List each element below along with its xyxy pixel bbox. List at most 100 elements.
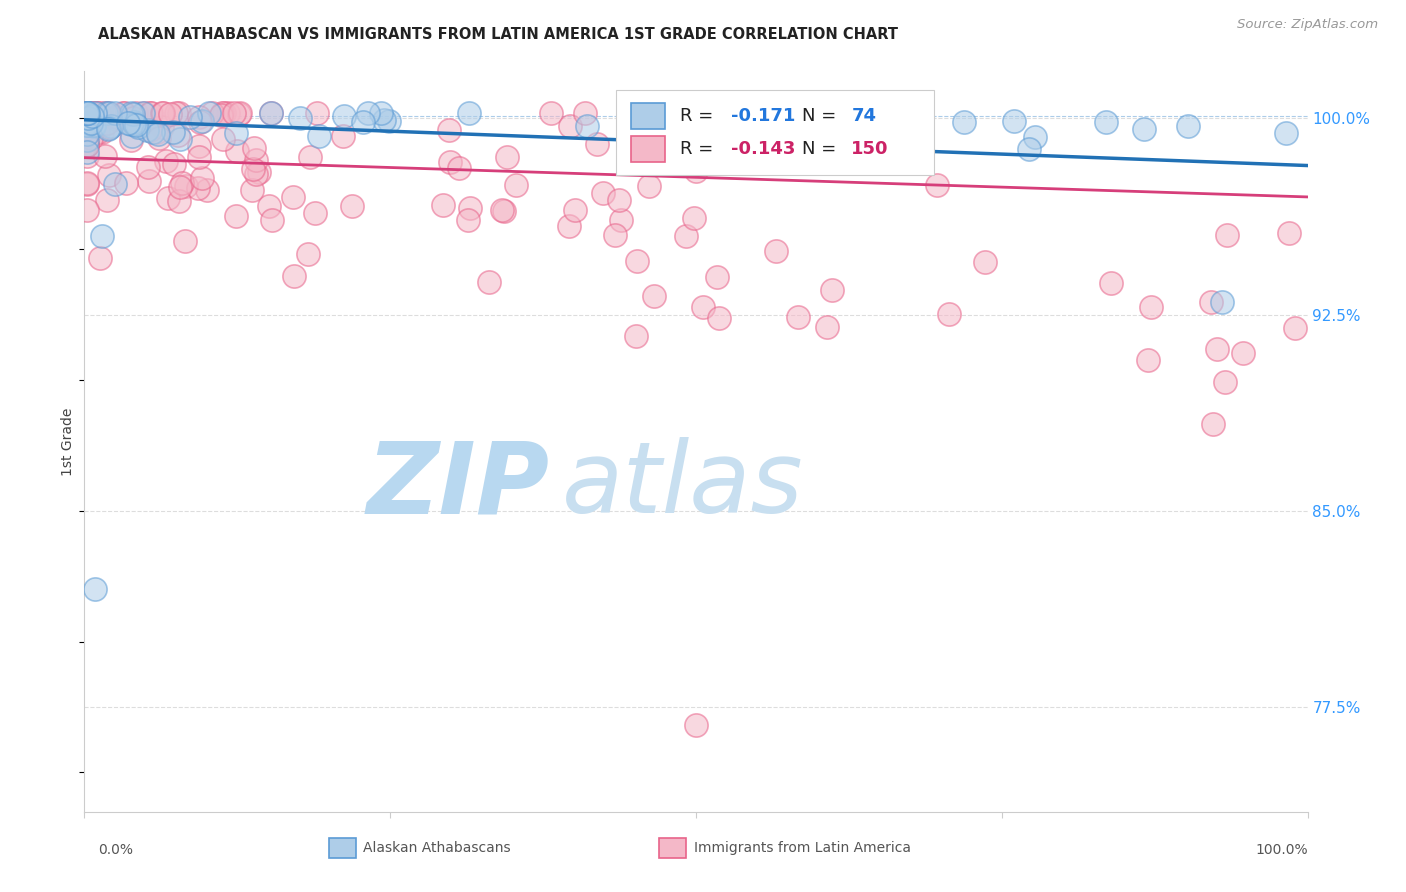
Point (120, 112, 142, 127)
Point (84, 106, 107, 120)
Point (77, 106, 100, 120)
Point (122, 107, 145, 121)
Point (378, 114, 401, 128)
Point (124, 115, 146, 129)
Point (201, 106, 224, 120)
Point (76, 145, 98, 160)
Text: -0.171: -0.171 (731, 107, 796, 125)
Point (458, 202, 481, 216)
Point (76, 106, 98, 120)
Point (706, 269, 728, 284)
Point (115, 176, 138, 190)
Point (247, 165, 270, 179)
Point (575, 120, 598, 134)
Point (76, 118, 98, 132)
Point (76, 203, 98, 218)
Point (690, 128, 713, 143)
Point (1202, 417, 1225, 431)
Point (1002, 114, 1025, 128)
Point (761, 132, 783, 146)
Point (76, 106, 98, 120)
Point (217, 106, 239, 120)
Point (136, 160, 159, 174)
Point (1211, 294, 1233, 309)
Point (1275, 126, 1298, 140)
Point (814, 106, 837, 120)
Point (76, 106, 98, 120)
Point (80, 116, 103, 130)
Point (186, 181, 208, 195)
Point (120, 106, 142, 120)
Point (176, 179, 198, 194)
Point (120, 133, 142, 147)
Point (139, 122, 162, 136)
Point (260, 106, 283, 120)
Point (76, 106, 98, 120)
Point (297, 247, 319, 261)
Point (138, 173, 160, 187)
Point (76, 106, 98, 120)
Y-axis label: 1st Grade: 1st Grade (62, 408, 76, 475)
Point (76, 133, 98, 147)
Point (76, 106, 98, 120)
Point (685, 163, 707, 178)
Point (938, 307, 960, 321)
Point (98, 168, 121, 182)
Point (187, 151, 209, 165)
FancyBboxPatch shape (329, 838, 356, 858)
Point (505, 178, 527, 192)
Point (76, 138, 98, 153)
Point (98, 120, 121, 134)
Point (169, 194, 191, 208)
Point (245, 153, 267, 167)
Text: N =: N = (803, 140, 842, 158)
Point (564, 203, 586, 218)
Point (305, 106, 328, 120)
Text: atlas: atlas (561, 437, 803, 534)
Point (240, 183, 263, 197)
Point (211, 106, 233, 120)
Point (1095, 115, 1118, 129)
Text: 100.0%: 100.0% (1256, 843, 1308, 857)
Point (104, 177, 127, 191)
Point (96, 115, 118, 129)
Text: -0.143: -0.143 (731, 140, 796, 158)
Point (80, 110, 103, 124)
Point (83, 119, 105, 133)
Point (146, 127, 169, 141)
Point (592, 186, 614, 200)
Point (692, 300, 714, 314)
Point (97, 122, 120, 136)
Point (188, 115, 211, 129)
Point (439, 123, 461, 137)
Point (117, 116, 139, 130)
Point (357, 106, 380, 120)
Point (695, 117, 717, 131)
Point (169, 180, 191, 194)
Point (245, 167, 267, 181)
Point (105, 112, 128, 126)
Point (675, 228, 697, 243)
Point (607, 193, 630, 207)
Point (225, 145, 247, 159)
Point (84, 582, 107, 597)
Point (86, 106, 108, 120)
Point (167, 106, 190, 120)
Point (495, 150, 517, 164)
Point (146, 125, 169, 139)
Point (187, 139, 209, 153)
Point (76, 176, 98, 190)
Point (458, 106, 481, 120)
Point (225, 209, 247, 223)
Point (150, 106, 173, 120)
Point (209, 108, 232, 122)
Point (76, 128, 98, 142)
Point (77, 106, 100, 120)
Point (127, 120, 149, 134)
Point (242, 141, 264, 155)
Point (80, 106, 103, 120)
Point (76, 177, 98, 191)
Point (333, 109, 356, 123)
Text: R =: R = (681, 107, 718, 125)
Point (94, 106, 117, 120)
